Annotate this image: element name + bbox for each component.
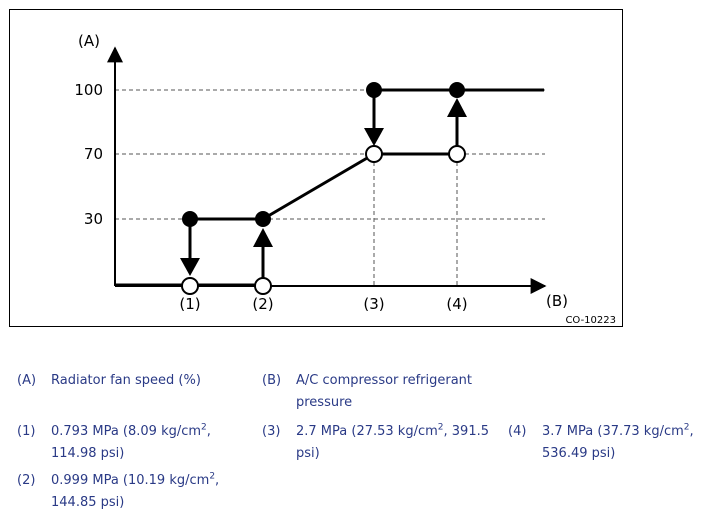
x-axis-key: (B) (546, 292, 568, 310)
superscript: 2 (209, 471, 216, 482)
legend-key: (3) (262, 424, 281, 439)
point-open (254, 277, 272, 295)
chart-frame: (A) (B) 100 70 30 (1) (2) (3) (4) (9, 9, 623, 327)
figure-code: CO-10223 (565, 315, 616, 326)
legend-text-line: psi) (296, 446, 320, 461)
legend-item-2: (2) 0.999 MPa (10.19 kg/cm2, 144.85 psi) (17, 470, 257, 516)
point-filled (366, 82, 382, 98)
legend-text-line: 114.98 psi) (51, 446, 125, 461)
legend-text-block: 0.793 MPa (8.09 kg/cm2, 114.98 psi) (51, 421, 211, 465)
legend-key: (4) (508, 424, 527, 439)
legend-key: (2) (17, 473, 36, 488)
superscript: 2 (201, 422, 207, 433)
point-filled (182, 211, 198, 227)
y-tick-label: 30 (84, 210, 103, 228)
legend-item-b: (B) A/C compressor refrigerant pressure (262, 370, 502, 416)
legend-text-block: 2.7 MPa (27.53 kg/cm2, 391.5 psi) (296, 421, 489, 465)
arrowhead-down-3 (364, 128, 384, 146)
legend-text-line: 144.85 psi) (51, 495, 125, 510)
legend-text-line: 3.7 MPa (37.73 kg/cm (542, 424, 684, 439)
superscript: 2 (437, 422, 444, 433)
x-tick-label: (1) (179, 295, 200, 313)
legend-text-line: 0.793 MPa (8.09 kg/cm (51, 424, 202, 439)
arrowhead-up-4 (447, 98, 467, 117)
y-tick-label: 70 (84, 145, 103, 163)
legend-text-line: A/C compressor refrigerant (296, 373, 473, 388)
legend-text-line: 536.49 psi) (542, 446, 616, 461)
y-tick-label: 100 (74, 81, 103, 99)
legend-text-block: 3.7 MPa (37.73 kg/cm2, 536.49 psi) (542, 421, 694, 465)
legend-text-line: , (215, 473, 220, 488)
legend-item-4: (4) 3.7 MPa (37.73 kg/cm2, 536.49 psi) (508, 421, 703, 467)
legend-text-line: 0.999 MPa (10.19 kg/cm (51, 473, 210, 488)
legend-text: Radiator fan speed (%) (51, 373, 201, 388)
legend-text-line: , (689, 424, 694, 439)
legend-text-line: pressure (296, 395, 353, 410)
arrowhead-up-2 (253, 228, 273, 247)
point-open (365, 145, 383, 163)
fan-speed-chart: (A) (B) 100 70 30 (1) (2) (3) (4) (74, 32, 616, 326)
x-tick-label: (2) (252, 295, 273, 313)
x-tick-label: (3) (363, 295, 384, 313)
legend-item-3: (3) 2.7 MPa (27.53 kg/cm2, 391.5 psi) (262, 421, 502, 467)
legend-text-block: 0.999 MPa (10.19 kg/cm2, 144.85 psi) (51, 470, 219, 514)
legend-item-a: (A) Radiator fan speed (%) (17, 370, 247, 394)
legend-text-line: , (206, 424, 211, 439)
point-filled (449, 82, 465, 98)
legend-key: (B) (262, 373, 282, 388)
legend-text-line: 2.7 MPa (27.53 kg/cm (296, 424, 438, 439)
point-filled (255, 211, 271, 227)
point-open (181, 277, 199, 295)
point-open (448, 145, 466, 163)
x-tick-label: (4) (446, 295, 467, 313)
legend-key: (1) (17, 424, 36, 439)
superscript: 2 (683, 422, 690, 433)
arrowhead-down-1 (180, 258, 200, 276)
legend-key: (A) (17, 373, 37, 388)
legend-text-line: , 391.5 (443, 424, 489, 439)
y-axis-key: (A) (78, 32, 100, 50)
legend-text-block: A/C compressor refrigerant pressure (296, 370, 472, 414)
legend-item-1: (1) 0.793 MPa (8.09 kg/cm2, 114.98 psi) (17, 421, 257, 467)
series-segment-ramp (262, 152, 375, 221)
